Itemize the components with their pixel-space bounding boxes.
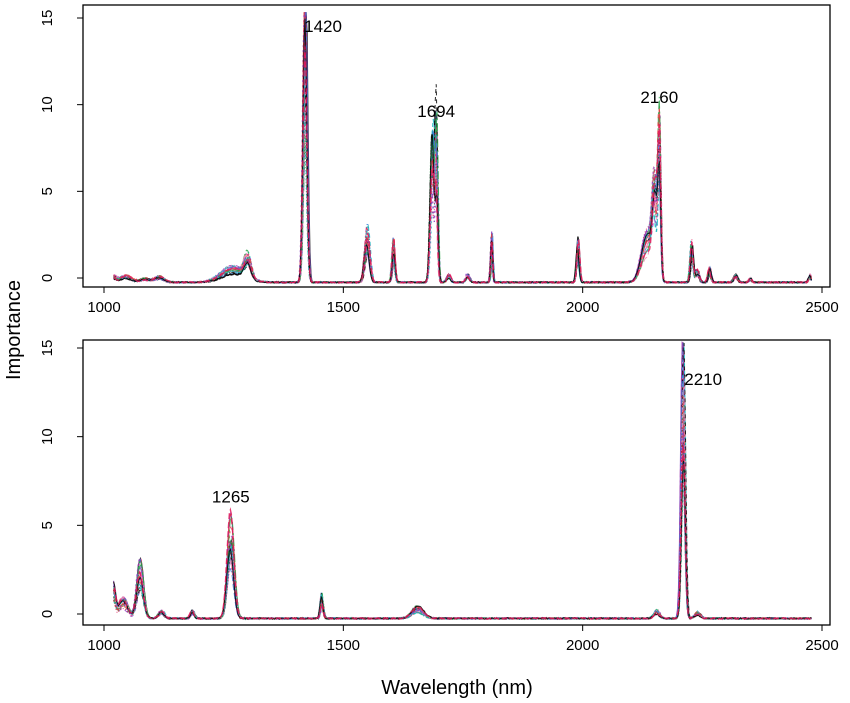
spectrum-line [113,73,812,284]
y-tick-label: 5 [39,521,56,529]
spectrum-line [113,96,812,284]
y-tick-label: 0 [39,610,56,618]
top-panel: 1000 1500 2000 2500 0 5 10 15 1420 1694 2160 [39,4,839,316]
spectrum-line [113,12,812,284]
peak-label-1420: 1420 [304,17,342,36]
x-axis-title: Wavelength (nm) [381,677,533,699]
spectrum-line [113,455,812,620]
spectrum-line [113,110,812,284]
spectrum-line [113,12,813,285]
spectrum-line [113,12,813,285]
spectrum-line [113,111,813,285]
y-tick-label: 5 [39,187,56,195]
spectrum-line [113,121,812,284]
spectrum-line [113,25,812,284]
spectrum-line [113,100,812,284]
x-tick-label: 1500 [327,299,360,316]
peak-label-1265: 1265 [212,487,250,506]
y-tick-label: 10 [39,96,56,113]
spectrum-line [112,451,812,621]
peak-label-2210: 2210 [684,370,722,389]
spectrum-line [113,91,812,284]
x-tick-label: 1500 [327,637,360,654]
spectrum-line [113,442,812,621]
spectrum-line [113,46,812,285]
spectrum-line [113,425,812,620]
plot-frame [82,4,831,288]
spectra-series [113,12,813,285]
spectrum-line [113,78,812,284]
spectrum-line [112,444,813,621]
spectrum-line [113,12,812,284]
y-axis-title: Importance [3,280,25,380]
spectra-series [112,340,813,621]
x-tick-label: 2000 [566,637,599,654]
spectrum-line [113,422,812,620]
spectrum-line [113,33,812,284]
spectrum-line [113,420,812,620]
y-tick-label: 10 [39,428,56,445]
spectrum-line [113,60,812,284]
y-tick-label: 0 [39,274,56,282]
spectrum-line [113,395,812,620]
spectrum-line [113,416,812,620]
spectrum-line [113,18,812,284]
spectrum-line [113,74,813,285]
x-tick-label: 2000 [566,299,599,316]
peak-label-1694: 1694 [417,102,455,121]
spectrum-line [113,132,812,284]
spectrum-line [113,457,812,620]
peak-label-2160: 2160 [640,88,678,107]
spectrum-line [113,431,812,621]
bottom-panel: 1000 1500 2000 2500 0 5 10 15 1265 2210 [39,339,839,654]
x-tick-label: 1000 [87,299,120,316]
spectrum-line [113,93,812,284]
y-tick-label: 15 [39,10,56,27]
spectrum-line [113,136,813,285]
spectrum-line [113,459,812,620]
spectrum-line [113,39,812,284]
spectrum-line [113,68,812,284]
x-tick-label: 1000 [87,637,120,654]
spectrum-line [113,12,812,284]
y-tick-label: 15 [39,340,56,357]
x-tick-label: 2500 [805,299,838,316]
x-tick-label: 2500 [805,637,838,654]
plot-frame [82,339,831,626]
spectrum-line [113,421,812,620]
spectrum-line [113,12,812,284]
spectrum-line [113,90,812,284]
